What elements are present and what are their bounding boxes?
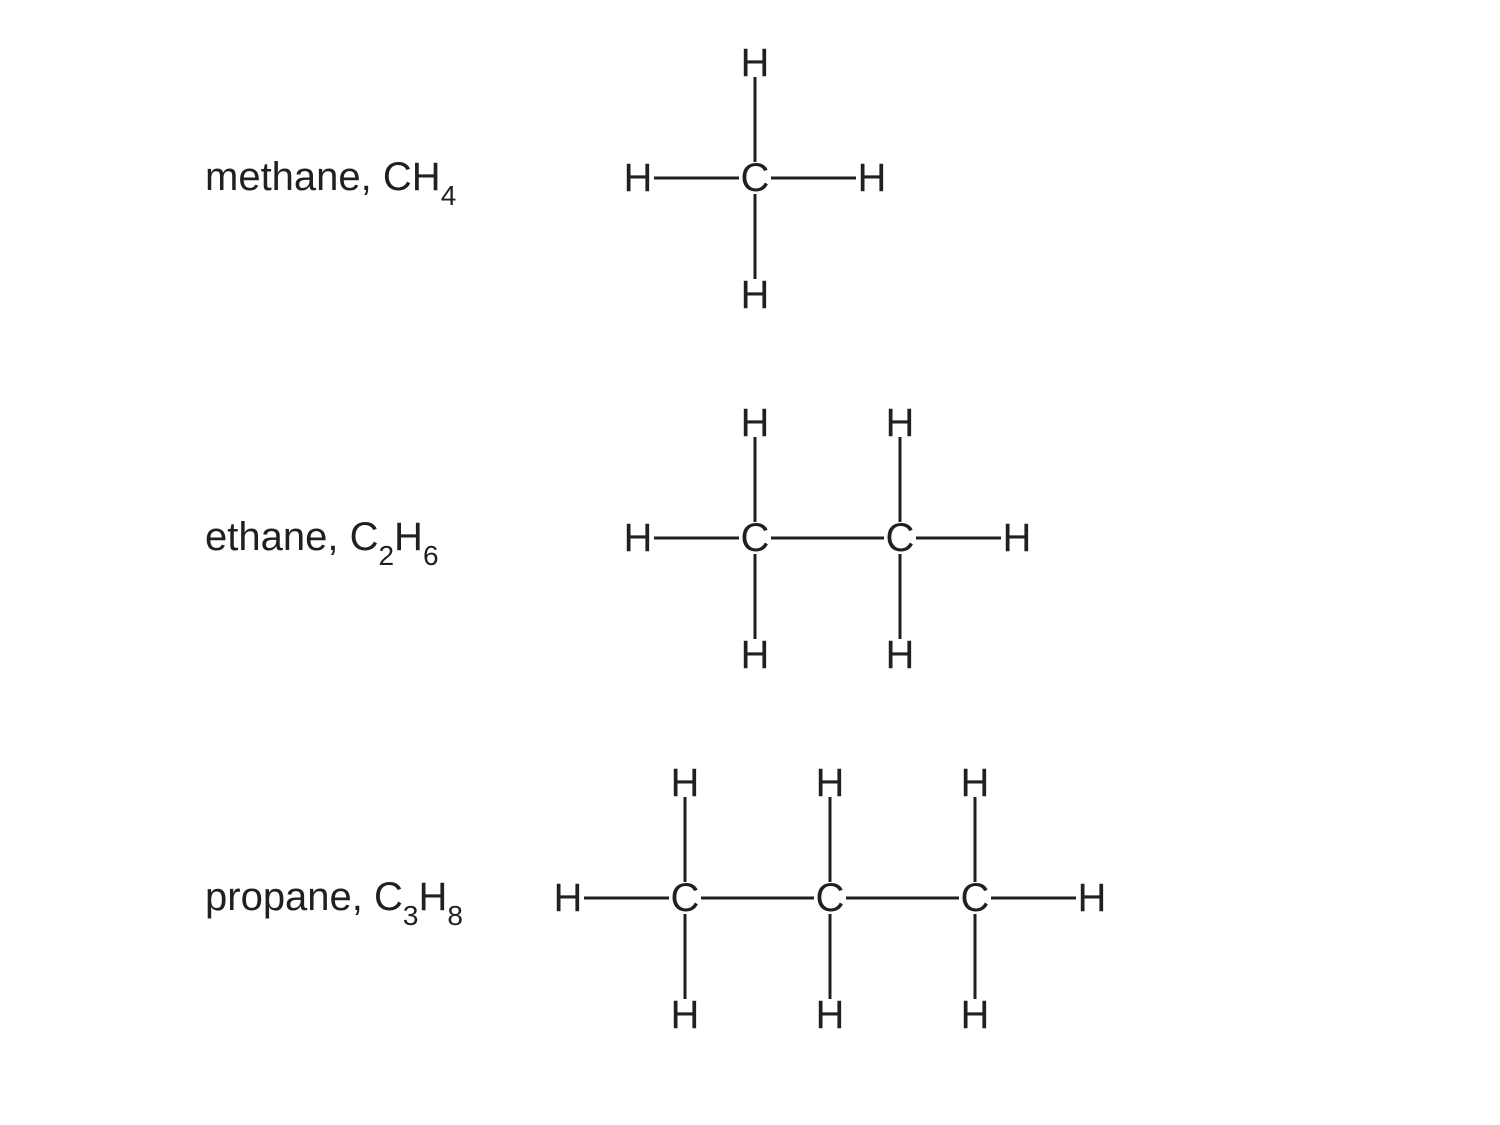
ethane-atom-h-c1-bottom: H: [741, 635, 770, 675]
ethane-bond-c2-top: [899, 437, 902, 522]
molecule-row-methane: methane, CH4 C H H H H: [0, 60, 1500, 340]
label-propane-formula-sub2: 8: [447, 900, 463, 931]
label-ethane-formula-h: H: [394, 515, 423, 559]
label-ethane-formula-sub2: 6: [423, 540, 439, 571]
ethane-bond-c1-bottom: [754, 554, 757, 639]
propane-atom-h-c2-bottom: H: [816, 995, 845, 1035]
ethane-bond-c2-right: [916, 537, 1001, 540]
methane-atom-c: C: [741, 158, 770, 198]
molecule-row-propane: propane, C3H8 C C C H H H H H H H H: [0, 780, 1500, 1060]
label-ethane-formula-c: C: [350, 515, 379, 559]
propane-atom-h-c3-bottom: H: [961, 995, 990, 1035]
propane-bond-c1-top: [684, 797, 687, 882]
methane-atom-h-top: H: [741, 43, 770, 83]
methane-atom-h-bottom: H: [741, 275, 770, 315]
label-methane-sep: ,: [361, 155, 383, 199]
propane-bond-c2-bottom: [829, 914, 832, 999]
propane-atom-h-c3-right: H: [1078, 878, 1107, 918]
propane-bond-c1c2: [701, 897, 814, 900]
propane-atom-h-c1-top: H: [671, 763, 700, 803]
label-methane-name: methane: [205, 155, 361, 199]
propane-atom-c3: C: [961, 878, 990, 918]
label-ethane: ethane, C2H6: [205, 515, 439, 566]
propane-atom-h-c1-left: H: [554, 878, 583, 918]
ethane-bond-c1-top: [754, 437, 757, 522]
propane-bond-c3-right: [991, 897, 1076, 900]
methane-atom-h-left: H: [624, 158, 653, 198]
label-methane: methane, CH4: [205, 155, 456, 206]
propane-atom-c2: C: [816, 878, 845, 918]
ethane-atom-c1: C: [741, 518, 770, 558]
methane-atom-h-right: H: [858, 158, 887, 198]
methane-bond-right: [771, 177, 856, 180]
propane-bond-c2-top: [829, 797, 832, 882]
ethane-atom-h-c2-top: H: [886, 403, 915, 443]
ethane-atom-h-c1-top: H: [741, 403, 770, 443]
ethane-atom-h-c2-bottom: H: [886, 635, 915, 675]
label-methane-formula-sub: 4: [441, 180, 457, 211]
molecule-row-ethane: ethane, C2H6 C C H H H H H H: [0, 420, 1500, 700]
methane-bond-top: [754, 77, 757, 162]
propane-bond-c1-bottom: [684, 914, 687, 999]
methane-bond-bottom: [754, 194, 757, 279]
propane-bond-c3-bottom: [974, 914, 977, 999]
label-methane-formula-ch: CH: [383, 155, 441, 199]
propane-bond-c1-left: [584, 897, 669, 900]
label-ethane-sep: ,: [327, 515, 349, 559]
propane-bond-c2c3: [846, 897, 959, 900]
label-propane-name: propane: [205, 875, 352, 919]
propane-atom-h-c1-bottom: H: [671, 995, 700, 1035]
propane-atom-h-c2-top: H: [816, 763, 845, 803]
ethane-bond-cc: [771, 537, 884, 540]
methane-bond-left: [654, 177, 739, 180]
label-ethane-name: ethane: [205, 515, 327, 559]
ethane-atom-c2: C: [886, 518, 915, 558]
ethane-bond-c2-bottom: [899, 554, 902, 639]
propane-atom-c1: C: [671, 878, 700, 918]
label-propane: propane, C3H8: [205, 875, 463, 926]
label-propane-formula-sub1: 3: [403, 900, 419, 931]
propane-atom-h-c3-top: H: [961, 763, 990, 803]
propane-bond-c3-top: [974, 797, 977, 882]
ethane-atom-h-c2-right: H: [1003, 518, 1032, 558]
ethane-bond-c1-left: [654, 537, 739, 540]
label-propane-formula-h: H: [419, 875, 448, 919]
ethane-atom-h-c1-left: H: [624, 518, 653, 558]
label-ethane-formula-sub1: 2: [378, 540, 394, 571]
label-propane-formula-c: C: [374, 875, 403, 919]
label-propane-sep: ,: [352, 875, 374, 919]
